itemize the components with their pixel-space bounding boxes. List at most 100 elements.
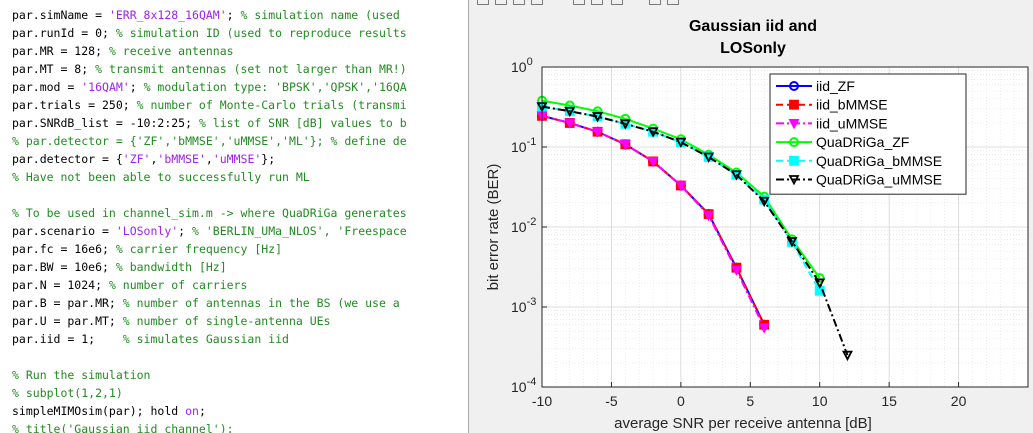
link-icon[interactable]	[531, 0, 543, 5]
save-icon[interactable]	[513, 0, 525, 5]
code-line[interactable]: par.fc = 16e6; % carrier frequency [Hz]	[12, 240, 282, 258]
data-point	[758, 196, 770, 208]
code-comment: % carrier frequency [Hz]	[115, 242, 283, 256]
data-point	[703, 152, 715, 163]
code-line[interactable]: par.B = par.MR; % number of antennas in …	[12, 294, 400, 312]
data-point	[619, 119, 631, 130]
code-comment: % number of antennas in the BS (we use a	[122, 296, 400, 310]
pointer-icon[interactable]	[591, 0, 603, 5]
code-token: par.simName =	[12, 8, 109, 22]
legend-marker	[788, 119, 800, 130]
code-line[interactable]: par.simName = 'ERR_8x128_16QAM'; % simul…	[12, 6, 400, 24]
x-tick-label: 0	[677, 393, 685, 409]
code-comment: % transmit antennas (set not larger than…	[95, 62, 407, 76]
y-tick-exponent: -3	[527, 296, 537, 308]
code-line[interactable]: simpleMIMOsim(par); hold on;	[12, 402, 206, 420]
data-point	[619, 139, 631, 151]
code-comment: % par.detector = {'ZF','bMMSE','uMMSE','…	[12, 134, 407, 148]
code-token: par.scenario =	[12, 224, 116, 238]
legend-entry: iid_bMMSE	[816, 97, 888, 113]
code-token: simpleMIMOsim(par); hold	[12, 404, 186, 418]
series-line	[541, 105, 849, 356]
code-line[interactable]: par.N = 1024; % number of carriers	[12, 276, 247, 294]
figure-window: -10 -5 0 5 10 15 20 10-4 10-3 10-2 10-1 100 average …	[468, 0, 1033, 433]
y-tick-base: 10	[511, 299, 527, 315]
data-point	[592, 127, 604, 138]
zoom-icon[interactable]	[573, 0, 585, 5]
legend-box[interactable]	[769, 73, 967, 195]
code-line[interactable]: par.scenario = 'LOSonly'; % 'BERLIN_UMa_…	[12, 222, 407, 240]
open-icon[interactable]	[495, 0, 507, 5]
code-token: ,	[205, 152, 213, 166]
code-string: 'LOSonly'	[115, 224, 179, 238]
code-line[interactable]: % par.detector = {'ZF','bMMSE','uMMSE','…	[12, 132, 407, 150]
rotate-icon[interactable]	[649, 0, 661, 5]
y-tick-exponent: -2	[527, 216, 537, 228]
x-tick-label: -10	[532, 393, 552, 409]
x-tick-label: 15	[881, 393, 897, 409]
legend-entry: QuaDRiGa_bMMSE	[816, 153, 942, 169]
ber-plot: -10 -5 0 5 10 15 2010-410-310-210-1100average …	[485, 18, 1029, 432]
code-comment: % simulates Gaussian iid	[122, 332, 289, 346]
code-line[interactable]: % title('Gaussian iid channel');	[12, 420, 234, 433]
code-line[interactable]: % subplot(1,2,1)	[12, 384, 123, 402]
data-point	[841, 350, 853, 362]
y-tick-base: 10	[511, 59, 527, 75]
x-tick-label: 10	[812, 393, 828, 409]
code-line[interactable]: % Run the simulation	[12, 366, 150, 384]
code-line[interactable]: % Have not been able to successfully run…	[12, 168, 310, 186]
legend-marker	[789, 81, 799, 91]
y-tick-label: 100	[511, 56, 533, 75]
y-tick-label: 10-4	[511, 376, 536, 395]
code-line[interactable]: par.MT = 8; % transmit antennas (set not…	[12, 60, 407, 78]
legend-marker	[789, 99, 799, 110]
code-token: ;	[198, 404, 206, 418]
code-comment: % To be used in channel_sim.m -> where Q…	[12, 206, 407, 220]
legend-marker	[788, 175, 800, 186]
code-token: par.mod =	[12, 80, 82, 94]
code-line[interactable]: par.runId = 0; % simulation ID (used to …	[12, 24, 407, 42]
data-point	[758, 323, 770, 334]
x-axis-label: average SNR per receive antenna [dB]	[614, 415, 872, 432]
data-point	[564, 106, 576, 118]
data-cursor-icon[interactable]	[611, 0, 623, 5]
code-line[interactable]: % To be used in channel_sim.m -> where Q…	[12, 204, 407, 222]
code-string: '16QAM'	[81, 80, 130, 94]
chart-title: Gaussian iid and	[689, 18, 817, 35]
code-comment: % list of SNR [dB] values to b	[198, 116, 407, 130]
code-line[interactable]: par.trials = 250; % number of Monte-Carl…	[12, 96, 407, 114]
figure-icon[interactable]	[667, 0, 679, 5]
data-point	[592, 112, 604, 123]
code-line[interactable]: par.BW = 10e6; % bandwidth [Hz]	[12, 258, 227, 276]
y-tick-base: 10	[511, 379, 527, 395]
code-token: par.U = par.MT;	[12, 314, 123, 328]
code-comment: % subplot(1,2,1)	[12, 386, 123, 400]
code-token: par.iid = 1;	[12, 332, 123, 346]
code-line[interactable]: par.SNRdB_list = -10:2:25; % list of SNR…	[12, 114, 407, 132]
data-point	[675, 137, 687, 149]
print-icon[interactable]	[477, 0, 489, 5]
code-token: ;	[226, 8, 241, 22]
y-tick-exponent: -4	[527, 376, 537, 388]
legend-entry: QuaDRiGa_ZF	[816, 134, 909, 150]
code-comment: % simulation ID (used to reproduce resul…	[115, 26, 407, 40]
code-line[interactable]: par.iid = 1; % simulates Gaussian iid	[12, 330, 289, 348]
series-line	[541, 114, 766, 329]
data-point	[730, 170, 742, 181]
code-comment: % number of carriers	[108, 278, 248, 292]
code-comment: % number of Monte-Carlo trials (transmi	[136, 98, 407, 112]
code-line[interactable]: par.mod = '16QAM'; % modulation type: 'B…	[12, 78, 407, 96]
code-line[interactable]: par.MR = 128; % receive antennas	[12, 42, 234, 60]
y-tick-base: 10	[511, 139, 527, 155]
x-tick-label: 5	[746, 393, 754, 409]
code-comment: % number of single-antenna UEs	[122, 314, 331, 328]
code-token: par.N = 1024;	[12, 278, 109, 292]
code-token: par.fc = 16e6;	[12, 242, 116, 256]
code-token: ;	[178, 224, 193, 238]
code-comment: % title('Gaussian iid channel');	[12, 422, 234, 433]
data-point	[647, 127, 659, 138]
code-line[interactable]: par.detector = {'ZF','bMMSE','uMMSE'};	[12, 150, 275, 168]
code-line[interactable]: par.U = par.MT; % number of single-anten…	[12, 312, 331, 330]
code-token: ,	[150, 152, 158, 166]
code-editor[interactable]: par.simName = 'ERR_8x128_16QAM'; % simul…	[0, 0, 468, 433]
